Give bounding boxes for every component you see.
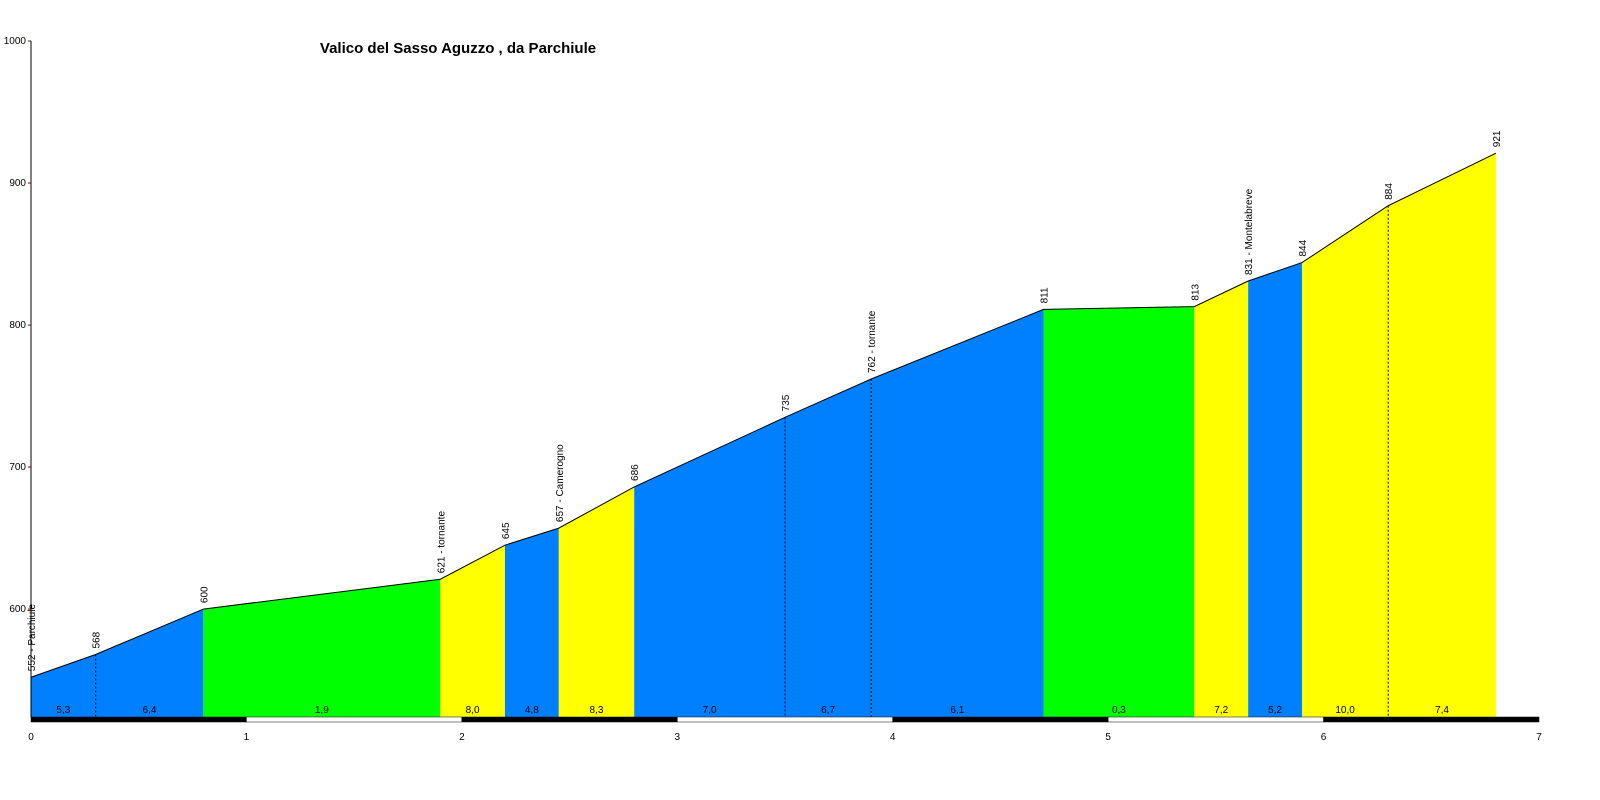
segment-area [95, 609, 204, 717]
gradient-label: 0,3 [1112, 705, 1126, 716]
segment-area [1043, 306, 1195, 717]
x-tick-label: 3 [675, 732, 681, 743]
point-label: 568 [92, 631, 103, 648]
y-tick-label: 800 [9, 320, 26, 331]
segment-area [634, 417, 785, 717]
x-tick-label: 1 [244, 732, 250, 743]
segment-area [785, 379, 872, 717]
point-label: 844 [1298, 239, 1309, 256]
x-tick-label: 0 [28, 732, 34, 743]
gradient-label: 6,7 [821, 705, 835, 716]
y-tick-label: 600 [9, 604, 26, 615]
x-tick-label: 7 [1536, 732, 1542, 743]
point-label: 621 - tornante [436, 511, 447, 574]
gradient-label: 7,0 [703, 705, 717, 716]
profile-line [30, 152, 1497, 678]
chart-title: Valico del Sasso Aguzzo , da Parchiule [320, 40, 596, 57]
segment-area [1302, 205, 1389, 717]
y-tick-label: 1000 [4, 36, 27, 47]
point-label: 645 [501, 522, 512, 539]
point-label: 813 [1190, 283, 1201, 300]
km-bar [677, 716, 893, 723]
point-label: 686 [630, 464, 641, 481]
gradient-label: 5,2 [1268, 705, 1282, 716]
y-tick-label: 900 [9, 178, 26, 189]
segment-area [1194, 281, 1249, 717]
point-label: 762 - tornante [867, 310, 878, 373]
segment-area [871, 309, 1044, 717]
gradient-label: 1,9 [315, 705, 329, 716]
gradient-label: 7,4 [1435, 705, 1449, 716]
point-label: 831 - Montelabreve [1244, 188, 1255, 275]
segment-area [558, 486, 635, 717]
km-bar [246, 716, 463, 723]
gradient-label: 6,4 [143, 705, 157, 716]
segment-area [31, 654, 96, 717]
point-label: 811 [1040, 287, 1051, 303]
segment-area [1248, 262, 1303, 717]
km-bar [1323, 716, 1540, 723]
gradient-label: 5,3 [56, 705, 70, 716]
point-label: 884 [1384, 183, 1395, 200]
point-label: 735 [781, 394, 792, 411]
x-tick-label: 4 [890, 732, 896, 743]
point-label: 552 - Parchiule [27, 604, 38, 672]
km-bar [461, 716, 678, 723]
x-tick-label: 6 [1321, 732, 1327, 743]
gradient-label: 4,8 [525, 705, 539, 716]
gradient-label: 8,3 [590, 705, 604, 716]
km-bar [1107, 716, 1324, 723]
y-tick-label: 700 [9, 462, 26, 473]
gradient-label: 6,1 [950, 705, 964, 716]
segment-area [203, 579, 441, 717]
point-label: 600 [199, 586, 210, 603]
gradient-label: 7,2 [1214, 705, 1228, 716]
km-bar [892, 716, 1109, 723]
km-bar [30, 716, 247, 723]
segment-area [504, 528, 559, 717]
gradient-label: 8,0 [466, 705, 480, 716]
x-tick-label: 5 [1105, 732, 1111, 743]
point-label: 657 - Camerogno [555, 444, 566, 522]
point-label: 921 [1492, 130, 1503, 147]
segment-area [440, 545, 505, 717]
x-tick-label: 2 [459, 732, 465, 743]
gradient-label: 10,0 [1335, 705, 1355, 716]
segment-area [1388, 153, 1496, 717]
